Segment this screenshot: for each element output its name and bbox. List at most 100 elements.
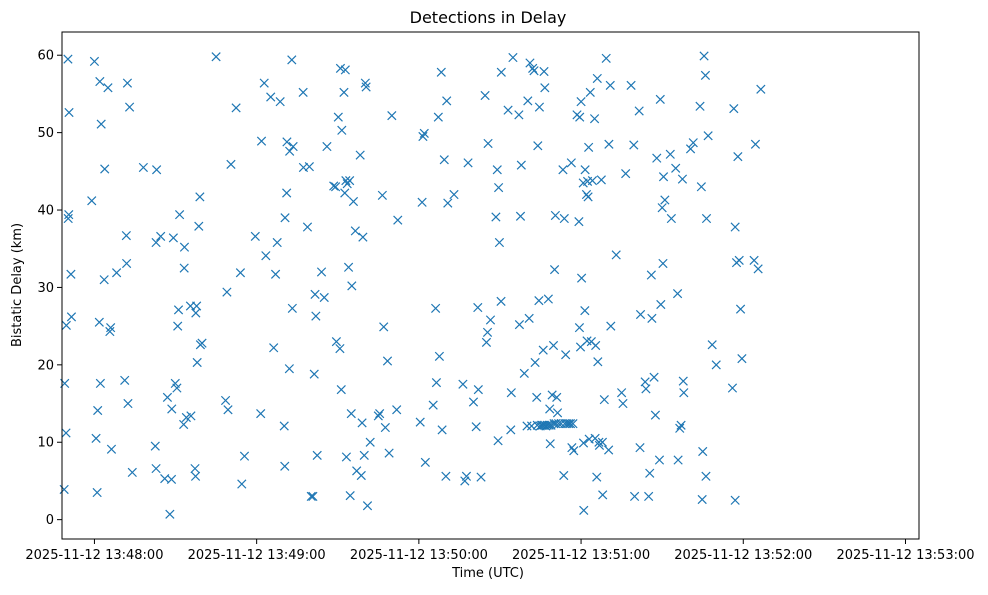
x-marker <box>282 188 292 198</box>
x-marker <box>150 441 160 451</box>
x-marker <box>355 150 365 160</box>
data-point <box>96 119 106 129</box>
y-axis-ticks: 0 10 20 30 40 50 60 <box>37 49 62 528</box>
data-point <box>337 125 347 135</box>
x-marker <box>340 188 350 198</box>
x-marker <box>392 405 402 415</box>
data-point <box>543 294 553 304</box>
data-point <box>123 398 133 409</box>
x-marker <box>151 237 161 248</box>
x-marker <box>461 471 472 481</box>
data-point <box>698 446 708 457</box>
x-marker <box>492 165 502 175</box>
data-point <box>749 255 759 265</box>
data-point <box>304 162 314 172</box>
data-point <box>190 463 200 474</box>
data-point <box>179 242 190 252</box>
x-marker <box>261 251 271 261</box>
x-marker <box>449 189 459 200</box>
data-point <box>699 51 709 61</box>
x-marker <box>165 509 175 519</box>
x-marker <box>547 390 557 400</box>
x-marker <box>64 210 74 220</box>
data-point <box>173 305 184 315</box>
data-point <box>730 495 740 505</box>
data-point <box>237 479 247 489</box>
x-marker <box>350 226 360 236</box>
x-marker <box>436 67 446 77</box>
x-marker <box>711 360 721 370</box>
x-marker <box>569 446 579 456</box>
data-point <box>559 470 569 481</box>
x-marker <box>393 215 403 225</box>
data-point <box>491 212 501 222</box>
x-marker <box>284 364 294 374</box>
x-marker <box>645 468 655 478</box>
data-point <box>121 258 132 269</box>
data-point <box>375 408 385 419</box>
x-axis-ticks: 2025-11-12 13:48:00 2025-11-12 13:49:00 20… <box>25 539 975 563</box>
data-point <box>441 471 451 481</box>
data-point <box>711 360 721 370</box>
data-point <box>575 112 585 122</box>
x-marker <box>99 275 109 285</box>
x-marker <box>387 110 397 121</box>
x-marker <box>599 395 609 405</box>
data-point <box>280 461 290 471</box>
x-marker <box>679 388 689 398</box>
data-point <box>589 114 600 124</box>
data-point <box>604 139 614 149</box>
data-point <box>439 155 449 165</box>
data-point <box>197 338 207 348</box>
x-marker <box>750 139 761 149</box>
data-point <box>592 472 602 482</box>
data-point <box>345 175 355 186</box>
x-marker <box>654 455 665 465</box>
x-marker <box>656 299 666 310</box>
x-marker <box>168 233 179 243</box>
x-marker <box>528 63 538 74</box>
data-point <box>534 102 545 112</box>
data-point <box>100 164 110 174</box>
x-marker <box>471 422 481 432</box>
data-point <box>635 309 646 320</box>
x-marker <box>629 140 639 150</box>
data-point <box>340 65 350 75</box>
x-marker <box>382 356 393 366</box>
data-point <box>190 471 201 481</box>
x-marker <box>621 169 631 179</box>
x-marker <box>310 289 320 300</box>
data-point <box>64 107 74 118</box>
data-point <box>539 66 549 77</box>
data-point <box>635 443 645 453</box>
data-point <box>545 404 555 414</box>
x-marker <box>576 97 586 107</box>
x-marker <box>506 388 516 398</box>
x-marker <box>330 182 341 192</box>
x-marker <box>121 230 131 241</box>
data-point <box>105 326 115 337</box>
data-point <box>331 336 342 347</box>
x-marker <box>594 437 604 447</box>
x-marker <box>346 408 356 419</box>
x-marker <box>496 67 506 77</box>
x-marker <box>174 210 185 220</box>
x-marker <box>287 303 297 313</box>
data-point <box>516 160 526 170</box>
x-marker <box>493 182 504 193</box>
x-marker <box>89 56 100 67</box>
x-marker <box>279 421 289 431</box>
data-point <box>657 203 667 213</box>
data-point <box>99 275 109 285</box>
x-marker <box>66 312 77 322</box>
data-point <box>496 67 506 77</box>
x-marker <box>59 484 69 495</box>
x-marker <box>309 369 319 379</box>
x-marker <box>539 66 549 77</box>
data-point <box>514 110 524 120</box>
data-point <box>330 182 341 192</box>
x-marker <box>737 354 747 364</box>
y-tick-label: 20 <box>37 358 54 373</box>
x-marker <box>559 213 569 224</box>
